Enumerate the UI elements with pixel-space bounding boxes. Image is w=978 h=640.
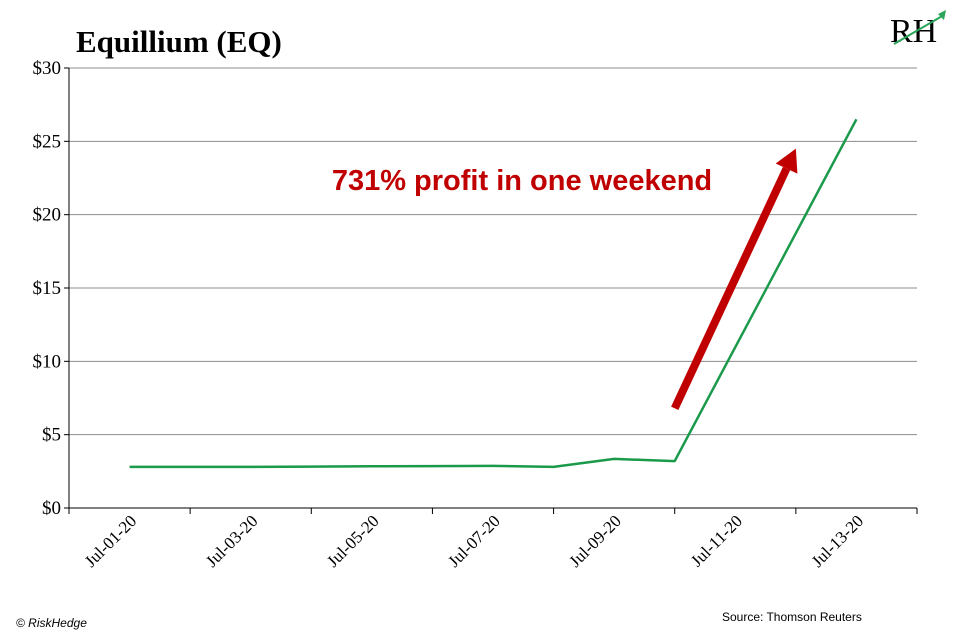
annotation: 731% profit in one weekend	[332, 148, 798, 410]
y-tick-label: $30	[33, 58, 62, 79]
chart-title: Equillium (EQ)	[76, 24, 282, 59]
y-tick-label: $5	[42, 425, 61, 446]
y-tick-label: $10	[33, 351, 62, 372]
y-axis-ticks: $0 $5 $10 $15 $20 $25 $30	[33, 58, 69, 519]
source-note: Source: Thomson Reuters	[722, 610, 862, 624]
x-axis-ticks: Jul-01-20 Jul-03-20 Jul-05-20 Jul-07-20 Jul-…	[68, 508, 918, 571]
y-tick-label: $15	[33, 278, 62, 299]
y-tick-label: $25	[33, 131, 62, 152]
riskhedge-logo: RH	[888, 6, 950, 50]
y-tick-label: $20	[33, 205, 62, 226]
grid	[69, 67, 917, 436]
x-tick-label: Jul-01-20	[81, 511, 141, 571]
copyright-credit: © RiskHedge	[16, 616, 87, 630]
x-tick-label: Jul-11-20	[687, 511, 746, 570]
x-tick-label: Jul-13-20	[808, 511, 868, 571]
x-tick-label: Jul-05-20	[323, 511, 383, 571]
trend-arrow-shaft	[671, 166, 791, 410]
trend-arrow-head	[775, 148, 798, 174]
series-layer	[129, 118, 858, 469]
x-tick-label: Jul-09-20	[565, 511, 625, 571]
x-tick-label: Jul-03-20	[202, 511, 262, 571]
annotation-text: 731% profit in one weekend	[332, 165, 712, 197]
y-tick-label: $0	[42, 498, 61, 519]
x-tick-label: Jul-07-20	[444, 511, 504, 571]
logo-icon: RH	[890, 10, 946, 50]
